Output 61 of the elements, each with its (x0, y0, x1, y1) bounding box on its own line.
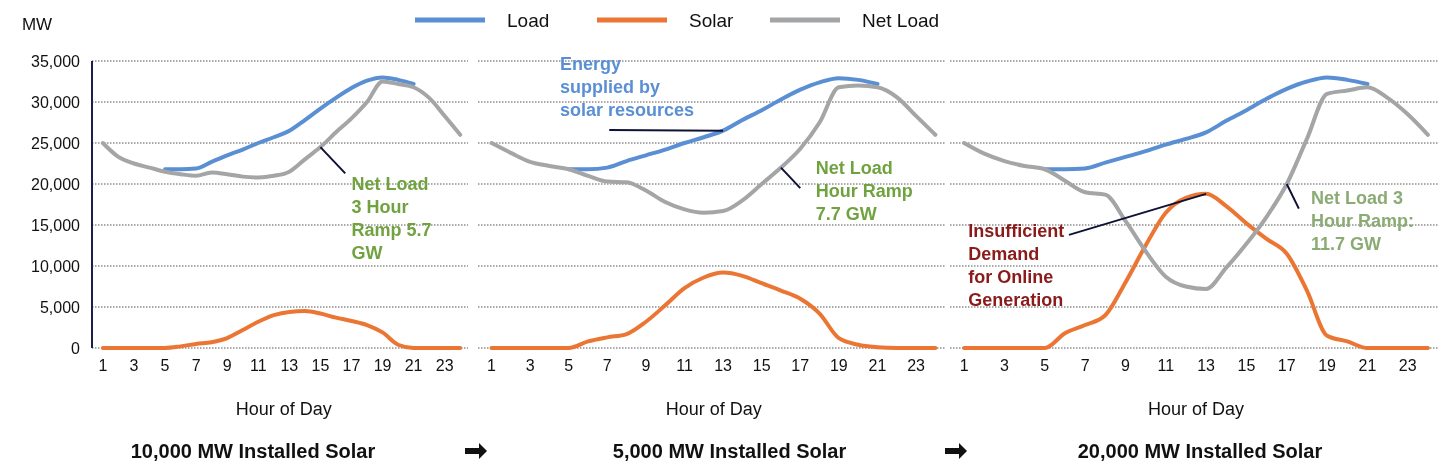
x-tick-label: 5 (160, 357, 170, 375)
annotation: Net Load 3 Hour Ramp: 11.7 GW (1310, 188, 1414, 255)
x-tick-label: 17 (342, 357, 361, 375)
y-tick-label: 10,000 (31, 257, 81, 275)
annotation: Insufficient Demand for Online Generation (968, 221, 1065, 311)
legend-label: Net Load (862, 9, 940, 31)
y-tick-label: 30,000 (31, 93, 81, 111)
annotation: Energy supplied by solar resources (560, 53, 695, 120)
y-tick-label: 5,000 (39, 298, 81, 316)
x-tick-label: 23 (435, 357, 454, 375)
x-tick-label: 15 (311, 357, 330, 375)
x-tick-label: 23 (1398, 357, 1417, 375)
y-tick-label: 15,000 (31, 216, 81, 234)
x-tick-label: 13 (280, 357, 299, 375)
x-tick-label: 19 (1318, 357, 1337, 375)
line-series (163, 75, 416, 172)
x-tick-label: 7 (602, 357, 612, 375)
x-tick-label: 3 (129, 357, 139, 375)
x-axis-title: Hour of Day (665, 399, 762, 419)
x-axis-title: Hour of Day (1147, 399, 1244, 419)
text: 5,000 MW Installed Solar (612, 440, 847, 462)
x-tick-label: 13 (714, 357, 733, 375)
x-tick-label: 1 (959, 357, 969, 375)
x-tick-label: 15 (1237, 357, 1256, 375)
text: 10,000 MW Installed Solar (130, 440, 376, 462)
x-tick-label: 13 (1197, 357, 1216, 375)
x-tick-label: 3 (525, 357, 535, 375)
x-tick-label: 9 (641, 357, 651, 375)
y-tick-label: 25,000 (31, 134, 81, 152)
x-tick-label: 3 (999, 357, 1009, 375)
text: 20,000 MW Installed Solar (1077, 440, 1323, 462)
x-tick-label: 7 (191, 357, 201, 375)
x-tick-label: 11 (249, 357, 267, 375)
y-axis-title: MW (21, 15, 53, 34)
x-tick-label: 19 (373, 357, 392, 375)
x-tick-label: 7 (1080, 357, 1090, 375)
y-tick-label: 35,000 (31, 52, 81, 70)
x-tick-label: 15 (752, 357, 771, 375)
legend-label: Solar (689, 9, 735, 31)
legend-label: Load (507, 9, 550, 31)
y-tick-label: 0 (71, 339, 81, 357)
x-tick-label: 19 (829, 357, 848, 375)
x-tick-label: 11 (1157, 357, 1175, 375)
x-tick-label: 21 (868, 357, 887, 375)
y-tick-label: 20,000 (31, 175, 81, 193)
line-series (100, 309, 463, 350)
x-tick-label: 11 (676, 357, 693, 375)
x-tick-label: 1 (98, 357, 108, 375)
x-tick-label: 21 (1358, 357, 1377, 375)
x-tick-label: 21 (404, 357, 423, 375)
x-tick-label: 9 (1120, 357, 1130, 375)
x-tick-label: 17 (791, 357, 810, 375)
annotation: Net Load Hour Ramp 7.7 GW (815, 157, 913, 224)
x-tick-label: 5 (1040, 357, 1050, 375)
x-tick-label: 5 (564, 357, 574, 375)
x-axis-title: Hour of Day (235, 399, 332, 419)
x-tick-label: 23 (907, 357, 926, 375)
x-tick-label: 17 (1277, 357, 1296, 375)
x-tick-label: 9 (222, 357, 232, 375)
x-tick-label: 1 (487, 357, 497, 375)
annotation: Net Load 3 Hour Ramp 5.7 GW (351, 173, 432, 263)
